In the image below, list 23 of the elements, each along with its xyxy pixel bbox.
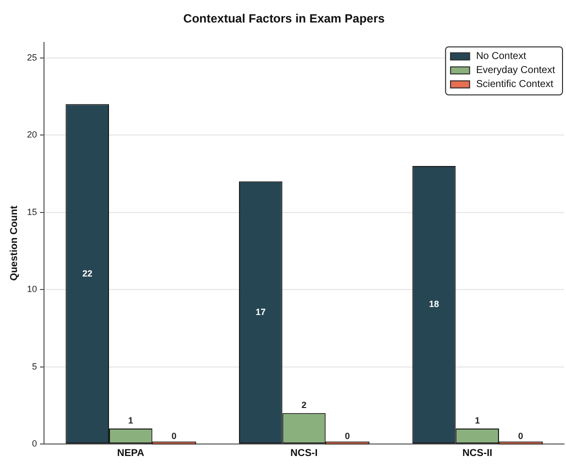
data-label: 2 xyxy=(302,400,307,410)
data-label: 0 xyxy=(344,430,350,441)
data-label: 0 xyxy=(172,430,177,441)
x-tick-label: NCS-II xyxy=(462,448,493,459)
x-tick-label: NCS-I xyxy=(290,448,318,459)
y-axis-title: Question Count xyxy=(8,205,20,281)
data-label: 18 xyxy=(428,299,440,310)
x-tick-label: NEPA xyxy=(117,448,144,459)
y-tick-label: 25 xyxy=(26,52,38,62)
legend-label: Everyday Context xyxy=(476,65,556,76)
data-label: 1 xyxy=(474,416,480,426)
data-label: 1 xyxy=(128,416,134,426)
y-tick-label: 0 xyxy=(32,438,38,448)
legend-label: Scientific Context xyxy=(476,79,554,90)
legend-label: No Context xyxy=(476,51,526,62)
y-tick-label: 5 xyxy=(32,361,38,372)
data-label: 22 xyxy=(82,268,92,278)
y-tick-label: 20 xyxy=(26,130,38,140)
data-label: 0 xyxy=(518,430,524,441)
data-label: 17 xyxy=(256,306,266,317)
chart-title: Contextual Factors in Exam Papers xyxy=(183,12,386,26)
y-tick-label: 15 xyxy=(26,206,38,217)
y-tick-label: 10 xyxy=(26,284,38,294)
